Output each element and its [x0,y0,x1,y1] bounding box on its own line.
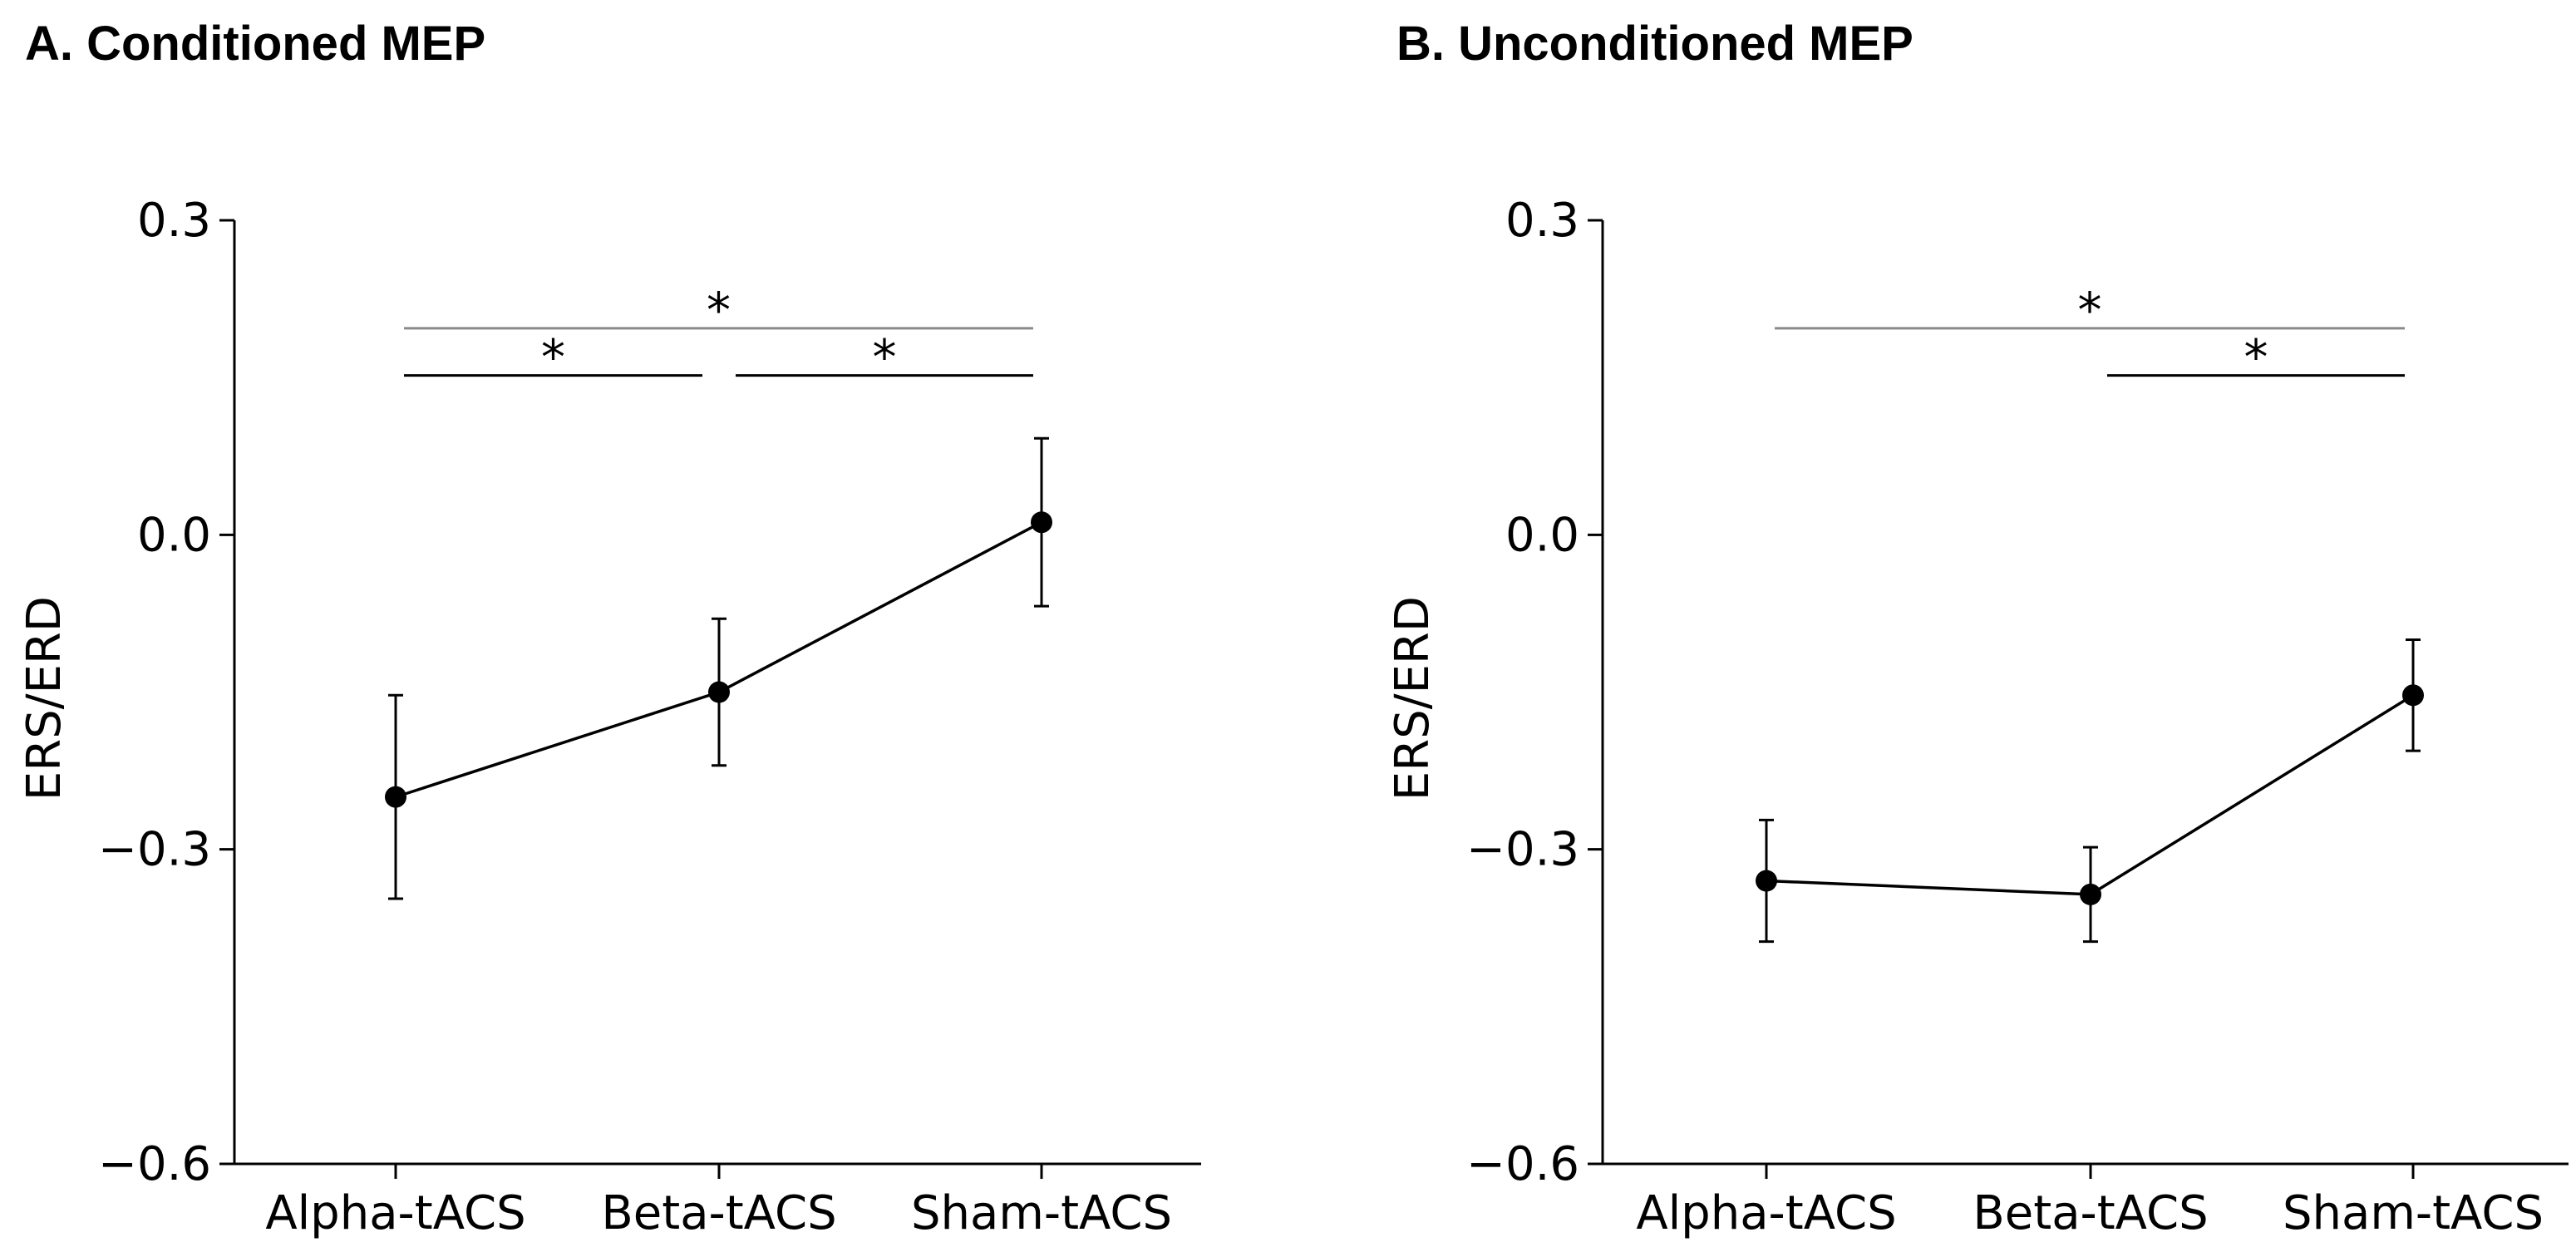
panel-a-y-tick-label: −0.6 [98,1137,211,1191]
panel-a-y-tick-label: −0.3 [98,823,211,877]
panel-a-x-tick-label: Sham-tACS [911,1186,1172,1240]
panel-b-data-point [1756,870,1777,892]
panel-a-x-tick-label: Alpha-tACS [265,1186,525,1240]
panel-b-x-tick-label: Sham-tACS [2283,1186,2544,1240]
panel-b-x-tick-label: Beta-tACS [1973,1186,2208,1240]
panel-a-x-tick-label: Beta-tACS [601,1186,836,1240]
panel-b-y-tick-label: −0.3 [1466,823,1579,877]
panel-b-title: B. Unconditioned MEP [1396,17,1914,71]
panel-b-y-tick-label: 0.0 [1505,508,1579,562]
panel-a-data-point [708,681,730,703]
panel-a-significance-star: * [541,329,565,386]
panel-b-significance-star: * [2078,282,2102,338]
panel-a-data-point [385,786,406,808]
panel-b-significance-star: * [2244,329,2268,386]
panel-a-significance-star: * [873,329,897,386]
panel-a-data-point [1031,511,1052,534]
panel-a-y-tick-label: 0.0 [137,508,211,562]
panel-a: A. Conditioned MEP 0.3 0.0 −0.3 −0.6 ERS/ERD… [17,17,1201,1240]
panel-b-y-tick-label: −0.6 [1466,1137,1579,1191]
panel-b-y-axis-label: ERS/ERD [1386,596,1440,801]
panel-b-data-point [2080,883,2101,905]
panel-b-x-tick-label: Alpha-tACS [1636,1186,1896,1240]
panel-a-significance-star: * [707,282,731,338]
panel-b-y-tick-label: 0.3 [1505,194,1579,248]
panel-a-y-tick-label: 0.3 [137,194,211,248]
panel-b: B. Unconditioned MEP 0.3 0.0 −0.3 −0.6 ERS/E… [1386,17,2569,1240]
panel-a-title: A. Conditioned MEP [25,17,485,71]
panel-a-y-axis-label: ERS/ERD [17,596,71,801]
panel-b-data-point [2402,684,2424,707]
